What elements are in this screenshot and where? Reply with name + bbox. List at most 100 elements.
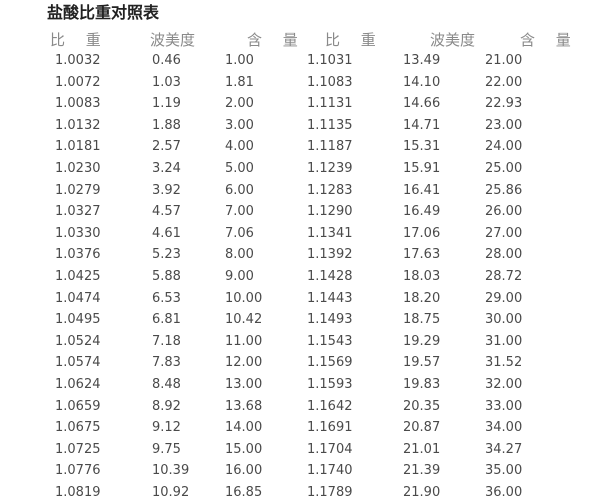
cell-specific-gravity-left: 1.0725 [55,441,101,457]
cell-baume-right: 18.75 [403,312,441,328]
cell-content-left: 1.81 [225,74,254,90]
cell-baume-left: 5.88 [152,268,181,284]
cell-specific-gravity-left: 1.0495 [55,312,101,328]
page-title: 盐酸比重对照表 [47,3,160,22]
cell-content-right: 27.00 [485,225,523,241]
cell-specific-gravity-left: 1.0659 [55,398,101,414]
cell-baume-right: 20.87 [403,420,441,436]
table-row: 1.0495 6.81 10.42 1.1493 18.75 30.00 [0,309,607,331]
cell-baume-right: 20.35 [403,398,441,414]
cell-specific-gravity-right: 1.1704 [307,441,353,457]
cell-content-right: 23.00 [485,117,523,133]
cell-content-right: 35.00 [485,463,523,479]
cell-specific-gravity-left: 1.0819 [55,484,101,500]
cell-content-left: 11.00 [225,333,263,349]
cell-specific-gravity-right: 1.1083 [307,74,353,90]
cell-content-right: 28.00 [485,247,523,263]
table-row: 1.0524 7.18 11.00 1.1543 19.29 31.00 [0,331,607,353]
cell-baume-left: 9.12 [152,420,181,436]
cell-content-right: 32.00 [485,376,523,392]
cell-content-left: 14.00 [225,420,263,436]
cell-specific-gravity-left: 1.0474 [55,290,101,306]
cell-content-left: 8.00 [225,247,254,263]
cell-content-right: 34.00 [485,420,523,436]
cell-baume-right: 14.66 [403,96,441,112]
table-row: 1.0675 9.12 14.00 1.1691 20.87 34.00 [0,417,607,439]
table-row: 1.0819 10.92 16.85 1.1789 21.90 36.00 [0,482,607,503]
header-specific-gravity-right: 比 重 [325,30,376,49]
cell-baume-right: 21.39 [403,463,441,479]
cell-content-right: 29.00 [485,290,523,306]
cell-baume-right: 16.49 [403,204,441,220]
header-baume-left: 波美度 [150,30,196,49]
cell-specific-gravity-right: 1.1341 [307,225,353,241]
cell-specific-gravity-right: 1.1543 [307,333,353,349]
cell-specific-gravity-left: 1.0072 [55,74,101,90]
cell-content-left: 16.85 [225,484,263,500]
cell-baume-right: 18.03 [403,268,441,284]
table-row: 1.0624 8.48 13.00 1.1593 19.83 32.00 [0,374,607,396]
cell-baume-right: 18.20 [403,290,441,306]
cell-baume-right: 21.90 [403,484,441,500]
cell-content-right: 31.52 [485,355,523,371]
table-row: 1.0425 5.88 9.00 1.1428 18.03 28.72 [0,266,607,288]
cell-specific-gravity-right: 1.1135 [307,117,353,133]
cell-specific-gravity-right: 1.1239 [307,160,353,176]
cell-baume-left: 2.57 [152,139,181,155]
header-content-left: 含 量 [247,30,298,49]
cell-content-left: 3.00 [225,117,254,133]
cell-content-right: 33.00 [485,398,523,414]
conversion-table: 比 重 波美度 含 量 比 重 波美度 含 量 1.0032 0.46 1.00… [0,28,607,503]
table-row: 1.0327 4.57 7.00 1.1290 16.49 26.00 [0,201,607,223]
table-row: 1.0725 9.75 15.00 1.1704 21.01 34.27 [0,439,607,461]
cell-baume-left: 3.92 [152,182,181,198]
cell-content-left: 5.00 [225,160,254,176]
table-row: 1.0083 1.19 2.00 1.1131 14.66 22.93 [0,93,607,115]
cell-specific-gravity-left: 1.0032 [55,53,101,68]
cell-content-left: 12.00 [225,355,263,371]
cell-content-left: 2.00 [225,96,254,112]
cell-content-left: 1.00 [225,53,254,68]
header-baume-right: 波美度 [430,30,476,49]
cell-content-right: 22.93 [485,96,523,112]
cell-content-right: 34.27 [485,441,523,457]
cell-baume-left: 1.88 [152,117,181,133]
table-row: 1.0776 10.39 16.00 1.1740 21.39 35.00 [0,460,607,482]
cell-specific-gravity-right: 1.1131 [307,96,353,112]
cell-specific-gravity-left: 1.0181 [55,139,101,155]
cell-specific-gravity-right: 1.1740 [307,463,353,479]
cell-specific-gravity-right: 1.1691 [307,420,353,436]
cell-specific-gravity-left: 1.0425 [55,268,101,284]
cell-content-right: 26.00 [485,204,523,220]
cell-baume-left: 1.19 [152,96,181,112]
table-row: 1.0574 7.83 12.00 1.1569 19.57 31.52 [0,352,607,374]
cell-content-left: 7.00 [225,204,254,220]
cell-specific-gravity-left: 1.0376 [55,247,101,263]
cell-specific-gravity-right: 1.1642 [307,398,353,414]
cell-specific-gravity-right: 1.1569 [307,355,353,371]
cell-specific-gravity-left: 1.0230 [55,160,101,176]
cell-baume-left: 5.23 [152,247,181,263]
table-row: 1.0181 2.57 4.00 1.1187 15.31 24.00 [0,136,607,158]
cell-specific-gravity-right: 1.1283 [307,182,353,198]
cell-content-right: 31.00 [485,333,523,349]
header-content-right: 含 量 [520,30,571,49]
cell-specific-gravity-right: 1.1593 [307,376,353,392]
cell-baume-right: 16.41 [403,182,441,198]
cell-content-right: 25.00 [485,160,523,176]
cell-baume-right: 14.10 [403,74,441,90]
table-row: 1.0659 8.92 13.68 1.1642 20.35 33.00 [0,396,607,418]
cell-specific-gravity-right: 1.1392 [307,247,353,263]
cell-specific-gravity-left: 1.0776 [55,463,101,479]
table-row: 1.0072 1.03 1.81 1.1083 14.10 22.00 [0,72,607,94]
cell-baume-left: 7.18 [152,333,181,349]
cell-baume-right: 19.29 [403,333,441,349]
cell-baume-right: 17.63 [403,247,441,263]
cell-baume-left: 0.46 [152,53,181,68]
cell-baume-left: 3.24 [152,160,181,176]
cell-baume-left: 1.03 [152,74,181,90]
cell-baume-right: 15.31 [403,139,441,155]
table-row: 1.0032 0.46 1.00 1.1031 13.49 21.00 [0,50,607,72]
cell-specific-gravity-left: 1.0524 [55,333,101,349]
